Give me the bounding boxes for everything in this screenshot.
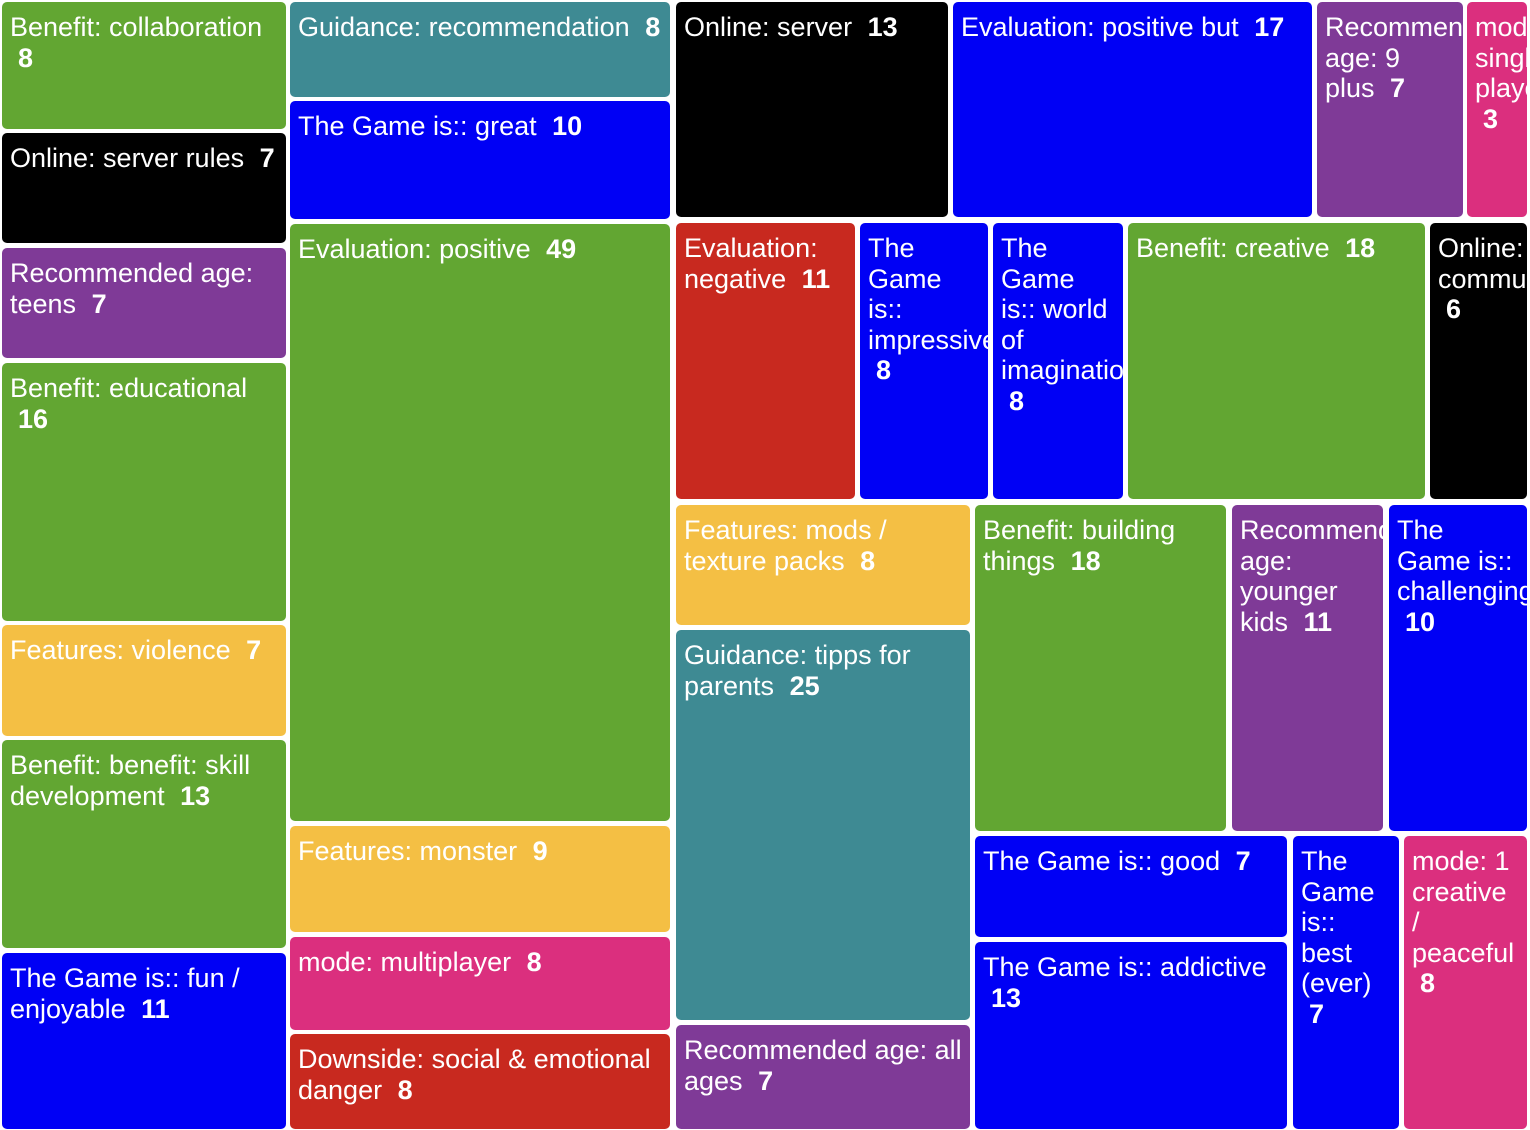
cell-label: Benefit: building things (983, 515, 1176, 576)
treemap-cell: Recommended age: younger kids 11 (1232, 505, 1383, 831)
treemap-cell: The Game is:: addictive 13 (975, 942, 1287, 1129)
cell-value: 13 (991, 982, 1022, 1013)
cell-label: Evaluation: positive but (961, 12, 1239, 42)
cell-label: Benefit: educational (10, 373, 248, 403)
cell-label: The Game is:: impressive (868, 233, 988, 355)
treemap-cell: Downside: social & emotional danger 8 (290, 1034, 670, 1129)
cell-value: 18 (1070, 545, 1101, 576)
treemap-cell: mode: multiplayer 8 (290, 937, 670, 1030)
cell-label: mode: single player (1475, 12, 1527, 103)
treemap-cell: Online: server rules 7 (2, 133, 286, 243)
cell-label: Recommended age: 9 plus (1325, 12, 1463, 103)
cell-value: 6 (1446, 294, 1462, 324)
cell-label: Features: mods / texture packs (684, 515, 887, 576)
treemap-cell: Benefit: educational 16 (2, 363, 286, 621)
treemap-cell: The Game is:: challenging 10 (1389, 505, 1527, 831)
treemap-cell: Benefit: building things 18 (975, 505, 1226, 831)
cell-label: Evaluation: positive (298, 234, 531, 264)
cell-label: The Game is:: world of imagination (1001, 233, 1123, 385)
cell-label: The Game is:: fun / enjoyable (10, 963, 240, 1024)
treemap-cell: Guidance: recommendation 8 (290, 2, 670, 97)
cell-value: 18 (1345, 233, 1376, 263)
treemap-cell: Recommended age: teens 7 (2, 248, 286, 358)
cell-value: 8 (1420, 968, 1436, 998)
treemap-cell: The Game is:: impressive 8 (860, 223, 988, 499)
cell-value: 7 (91, 288, 107, 319)
cell-label: Online: server (684, 12, 853, 42)
cell-label: The Game is:: best (ever) (1301, 846, 1375, 998)
cell-label: Online: community (1438, 233, 1527, 294)
treemap-cell: Evaluation: negative 11 (676, 223, 855, 499)
cell-value: 25 (789, 670, 820, 701)
cell-value: 13 (867, 12, 898, 42)
cell-value: 11 (801, 263, 831, 294)
treemap-cell: Features: violence 7 (2, 625, 286, 736)
cell-value: 11 (141, 993, 170, 1024)
treemap-cell: Online: community 6 (1430, 223, 1527, 499)
treemap-cell: Evaluation: positive 49 (290, 224, 670, 821)
cell-label: Features: violence (10, 635, 231, 665)
cell-value: 8 (1009, 385, 1025, 416)
cell-label: mode: 1 creative / peaceful (1412, 846, 1515, 968)
treemap-cell: Evaluation: positive but 17 (953, 2, 1312, 217)
treemap-cell: Benefit: collaboration 8 (2, 2, 286, 129)
treemap-cell: The Game is:: good 7 (975, 836, 1287, 937)
cell-label: Benefit: collaboration (10, 12, 263, 42)
treemap-cell: mode: single player 3 (1467, 2, 1527, 217)
cell-value: 7 (758, 1065, 774, 1096)
treemap-cell: Online: server 13 (676, 2, 948, 217)
cell-value: 10 (1405, 606, 1436, 637)
cell-value: 8 (526, 947, 542, 977)
cell-value: 8 (397, 1074, 413, 1105)
treemap-cell: Features: mods / texture packs 8 (676, 505, 970, 625)
cell-label: The Game is:: addictive (983, 952, 1267, 982)
cell-value: 17 (1254, 12, 1285, 42)
cell-value: 7 (259, 143, 275, 173)
cell-label: Benefit: creative (1136, 233, 1330, 263)
cell-label: Guidance: recommendation (298, 12, 630, 42)
cell-label: The Game is:: good (983, 846, 1221, 876)
cell-label: Evaluation: negative (684, 233, 818, 294)
cell-value: 8 (876, 355, 892, 385)
cell-value: 8 (18, 42, 34, 73)
cell-value: 9 (532, 836, 548, 866)
treemap-cell: Benefit: benefit: skill development 13 (2, 740, 286, 948)
treemap-cell: Recommended age: all ages 7 (676, 1025, 970, 1129)
treemap-cell: Recommended age: 9 plus 7 (1317, 2, 1463, 217)
cell-value: 49 (546, 234, 577, 264)
cell-value: 3 (1483, 103, 1499, 134)
cell-value: 7 (1309, 998, 1325, 1029)
cell-label: mode: multiplayer (298, 947, 512, 977)
cell-label: Features: monster (298, 836, 518, 866)
treemap-cell: mode: 1 creative / peaceful 8 (1404, 836, 1527, 1129)
cell-value: 11 (1303, 606, 1333, 637)
treemap-cell: The Game is:: best (ever) 7 (1293, 836, 1399, 1129)
cell-label: The Game is:: challenging (1397, 515, 1527, 606)
cell-label: Recommended age: all ages (684, 1035, 962, 1096)
treemap-cell: Guidance: tipps for parents 25 (676, 630, 970, 1020)
treemap-cell: The Game is:: world of imagination 8 (993, 223, 1123, 499)
cell-value: 16 (18, 403, 49, 434)
cell-value: 8 (860, 545, 876, 576)
cell-value: 10 (552, 111, 583, 141)
cell-value: 13 (180, 780, 211, 811)
cell-label: Benefit: benefit: skill development (10, 750, 251, 811)
cell-value: 8 (645, 12, 661, 42)
cell-value: 7 (246, 635, 262, 665)
treemap-cell: The Game is:: great 10 (290, 101, 670, 219)
cell-value: 7 (1235, 846, 1251, 876)
cell-label: Online: server rules (10, 143, 245, 173)
cell-label: The Game is:: great (298, 111, 537, 141)
treemap-cell: The Game is:: fun / enjoyable 11 (2, 953, 286, 1129)
cell-label: Recommended age: teens (10, 258, 254, 319)
cell-value: 7 (1390, 73, 1406, 103)
cell-label: Recommended age: younger kids (1240, 515, 1383, 637)
treemap-cell: Features: monster 9 (290, 826, 670, 932)
treemap-cell: Benefit: creative 18 (1128, 223, 1425, 499)
cell-label: Guidance: tipps for parents (684, 640, 911, 701)
cell-label: Downside: social & emotional danger (298, 1044, 651, 1105)
